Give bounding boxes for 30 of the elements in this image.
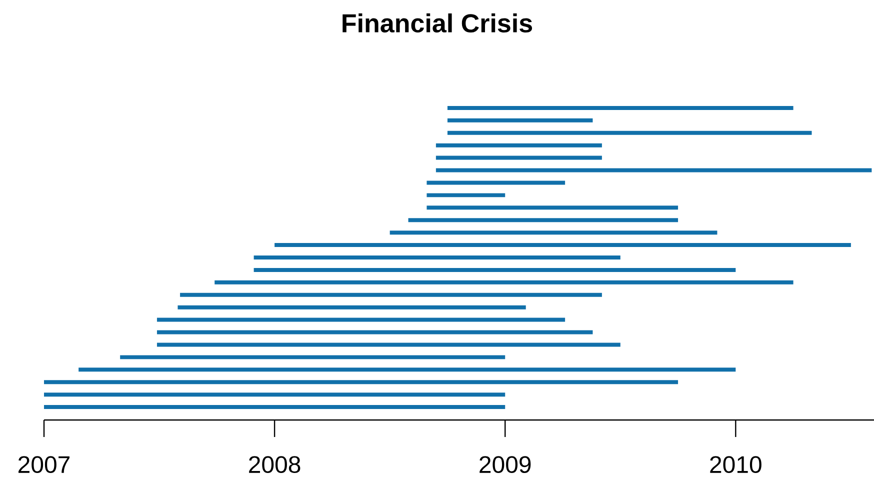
bar: [436, 168, 872, 172]
bar: [214, 280, 794, 284]
bar: [447, 118, 593, 122]
bar: [44, 392, 506, 397]
bar: [436, 143, 602, 148]
bar: [180, 292, 602, 297]
bar: [408, 218, 678, 222]
bar: [436, 156, 602, 160]
bar: [120, 355, 506, 360]
bar: [178, 305, 526, 310]
bar: [274, 243, 851, 248]
x-tick-label: 2009: [480, 456, 531, 474]
bar: [156, 342, 620, 347]
x-tick-label: 2008: [249, 456, 300, 474]
bar: [447, 106, 794, 110]
bar: [254, 255, 620, 260]
bar: [426, 180, 566, 185]
bar: [254, 268, 736, 272]
bar: [447, 130, 812, 135]
bar: [44, 405, 506, 410]
bar: [426, 193, 506, 198]
bar: [78, 368, 736, 372]
x-tick-label: 2007: [18, 456, 70, 474]
x-tick-label: 2010: [710, 456, 762, 474]
bar: [426, 206, 678, 210]
bar: [44, 380, 678, 384]
bar: [156, 330, 593, 334]
bar: [156, 318, 566, 322]
chart-title: Financial Crisis: [342, 13, 532, 33]
bar: [390, 230, 718, 235]
